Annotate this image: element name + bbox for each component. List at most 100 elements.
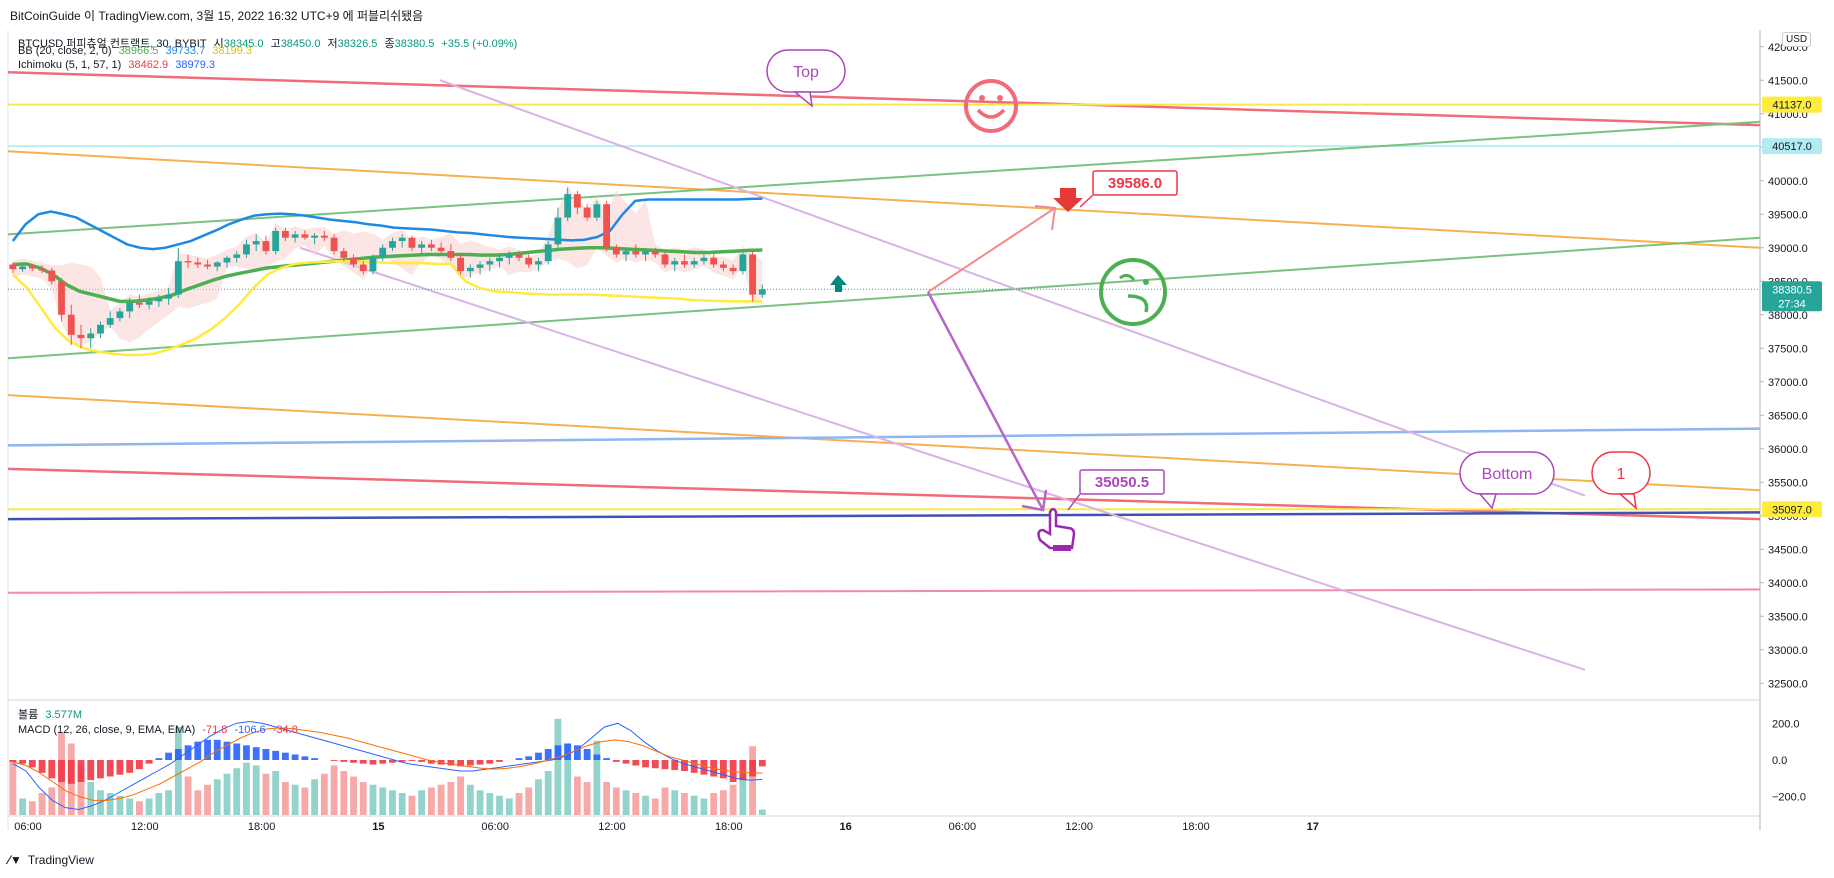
- candle-body[interactable]: [291, 234, 299, 238]
- candle-body[interactable]: [544, 244, 552, 262]
- candle-body[interactable]: [671, 261, 679, 265]
- candle-body[interactable]: [389, 241, 396, 248]
- candle-body[interactable]: [719, 264, 727, 268]
- candle-body[interactable]: [408, 237, 416, 248]
- candle-body[interactable]: [272, 231, 280, 252]
- candle-body[interactable]: [262, 241, 270, 252]
- candle-body[interactable]: [496, 257, 503, 262]
- candle-body[interactable]: [710, 257, 718, 265]
- volume-bar: [515, 793, 523, 815]
- candle-body[interactable]: [457, 257, 465, 272]
- candle-body[interactable]: [554, 217, 562, 245]
- candle-body[interactable]: [447, 251, 455, 258]
- candle-body[interactable]: [281, 231, 289, 238]
- candle-body[interactable]: [97, 324, 104, 334]
- candle-body[interactable]: [661, 254, 669, 265]
- ichimoku-value-2: 38979.3: [175, 59, 215, 71]
- candle-body[interactable]: [38, 268, 46, 271]
- candle-body[interactable]: [632, 251, 640, 255]
- candle-body[interactable]: [418, 244, 426, 248]
- macd-legend[interactable]: MACD (12, 26, close, 9, EMA, EMA) -71.8 …: [18, 724, 302, 736]
- price-label-35050-pointer: [1067, 493, 1081, 511]
- candle-body[interactable]: [311, 235, 319, 238]
- candle-body[interactable]: [476, 264, 484, 268]
- price-label-39586[interactable]: 39586.0: [1092, 170, 1178, 196]
- candle-body[interactable]: [145, 301, 153, 305]
- candle-body[interactable]: [466, 267, 474, 272]
- candle-body[interactable]: [690, 261, 698, 265]
- candle-body[interactable]: [612, 247, 620, 255]
- symbol-legend[interactable]: BTCUSD 퍼피츄얼 컨트랙트, 30, BYBIT 시38345.0 고38…: [18, 35, 521, 51]
- candle-body[interactable]: [87, 333, 95, 339]
- candle-body[interactable]: [135, 302, 143, 305]
- annotations[interactable]: Top Bottom 1 39586.0 35050.5: [766, 49, 1651, 551]
- candle-body[interactable]: [350, 257, 357, 265]
- candle-body[interactable]: [174, 261, 182, 295]
- candle-body[interactable]: [184, 261, 192, 263]
- candle-body[interactable]: [223, 257, 231, 263]
- candle-body[interactable]: [252, 241, 260, 245]
- candle-body[interactable]: [535, 261, 542, 265]
- candle-body[interactable]: [194, 262, 202, 265]
- candle-body[interactable]: [19, 266, 27, 270]
- candle-body[interactable]: [58, 281, 65, 315]
- candle-body[interactable]: [243, 244, 250, 255]
- volume-bar: [593, 740, 601, 815]
- candle-body[interactable]: [320, 235, 328, 238]
- candle-body[interactable]: [369, 257, 377, 272]
- candle-body[interactable]: [330, 237, 338, 252]
- candle-body[interactable]: [593, 204, 601, 218]
- callout-bottom[interactable]: Bottom: [1459, 451, 1555, 510]
- candle-body[interactable]: [603, 204, 611, 248]
- candle-body[interactable]: [486, 261, 494, 265]
- macd-histogram-bar: [58, 760, 65, 782]
- candle-body[interactable]: [213, 262, 221, 267]
- candle-body[interactable]: [48, 270, 56, 282]
- ichimoku-legend[interactable]: Ichimoku (5, 1, 57, 1) 38462.9 38979.3: [18, 59, 219, 71]
- candle-body[interactable]: [9, 264, 17, 270]
- volume-legend[interactable]: 볼륨 3.577M: [18, 706, 86, 722]
- candle-body[interactable]: [642, 251, 649, 255]
- candle-body[interactable]: [681, 261, 688, 265]
- candle-body[interactable]: [622, 251, 630, 255]
- candle-body[interactable]: [301, 234, 309, 238]
- volume-bar: [9, 760, 17, 815]
- candle-body[interactable]: [233, 254, 241, 258]
- candles[interactable]: [9, 187, 766, 349]
- candle-body[interactable]: [398, 237, 406, 242]
- candle-body[interactable]: [573, 194, 581, 208]
- candle-body[interactable]: [758, 289, 766, 295]
- candle-body[interactable]: [106, 318, 114, 325]
- candle-body[interactable]: [505, 254, 513, 258]
- candle-body[interactable]: [116, 311, 124, 319]
- candle-body[interactable]: [437, 247, 445, 252]
- candle-body[interactable]: [204, 264, 211, 267]
- candle-body[interactable]: [651, 251, 659, 255]
- candle-body[interactable]: [729, 267, 737, 272]
- price-label-35050[interactable]: 35050.5: [1079, 469, 1165, 495]
- candle-body[interactable]: [77, 334, 85, 339]
- macd-histogram-bar: [593, 754, 601, 760]
- candle-body[interactable]: [739, 254, 747, 272]
- callout-1[interactable]: 1: [1591, 451, 1651, 510]
- candle-body[interactable]: [525, 257, 533, 265]
- candle-body[interactable]: [700, 257, 708, 262]
- candle-body[interactable]: [28, 266, 36, 269]
- candle-body[interactable]: [126, 302, 134, 312]
- callout-top[interactable]: Top: [766, 49, 846, 108]
- candle-body[interactable]: [427, 244, 435, 248]
- candle-body[interactable]: [564, 194, 572, 218]
- candle-body[interactable]: [67, 314, 75, 335]
- currency-button[interactable]: USD: [1782, 32, 1812, 47]
- candle-body[interactable]: [359, 264, 367, 272]
- bb-legend[interactable]: BB (20, close, 2, 0) 38966.5 39733.7 381…: [18, 45, 256, 57]
- candle-body[interactable]: [155, 298, 163, 302]
- candle-body[interactable]: [379, 247, 387, 258]
- candle-body[interactable]: [340, 251, 348, 258]
- candle-body[interactable]: [165, 294, 173, 299]
- volume-bar: [291, 784, 299, 815]
- candle-body[interactable]: [583, 207, 591, 218]
- candle-body[interactable]: [515, 254, 523, 258]
- candle-body[interactable]: [749, 254, 757, 295]
